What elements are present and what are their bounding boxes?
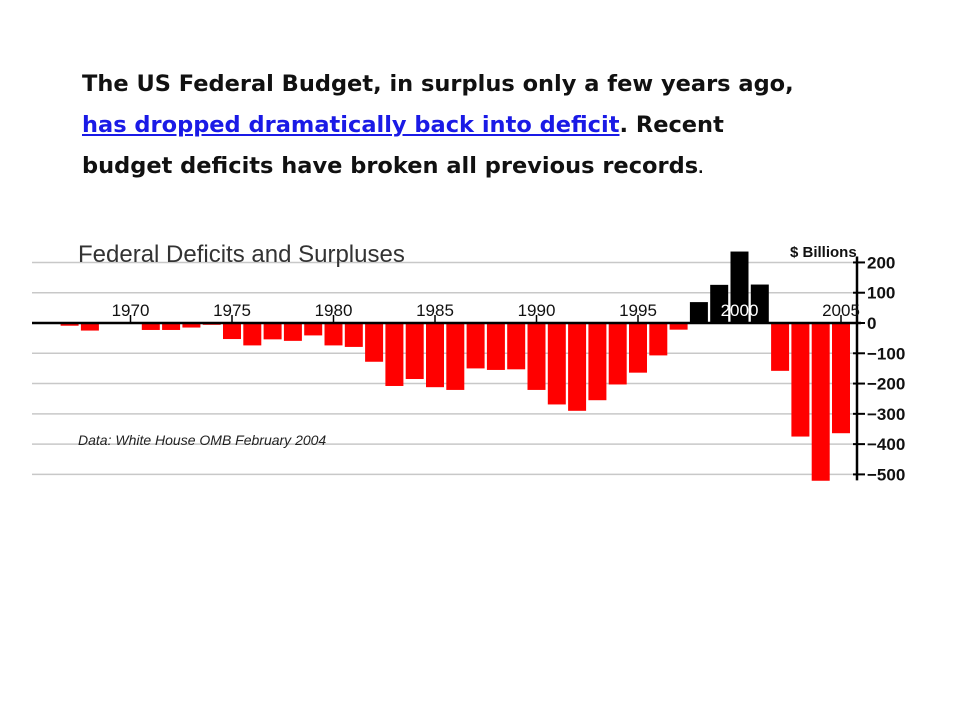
bar-1992: [568, 323, 587, 411]
bar-1968: [80, 323, 99, 331]
y-tick-label: −200: [867, 375, 905, 394]
x-tick-label-1980: 1980: [315, 301, 353, 320]
y-tick-label: 200: [867, 253, 895, 272]
x-tick-label-2005: 2005: [822, 301, 860, 320]
bar-1967: [60, 323, 79, 326]
bar-1995: [629, 323, 647, 373]
x-tick-label-1970: 1970: [112, 301, 150, 320]
bar-1973: [182, 323, 201, 328]
y-tick-label: −300: [867, 405, 905, 424]
y-tick-label: −100: [867, 344, 905, 363]
bar-1985: [426, 323, 444, 388]
bar-1979: [304, 323, 323, 336]
bar-1975: [223, 323, 241, 340]
y-tick-label: 100: [867, 284, 895, 303]
bar-1996: [649, 323, 668, 356]
headline-line-3: budget deficits have broken all previous…: [82, 153, 699, 179]
bar-1993: [588, 323, 607, 401]
bars: [60, 251, 850, 481]
unit-label: $ Billions: [790, 244, 857, 261]
x-tick-label-2000: 2000: [721, 301, 759, 320]
bar-1971: [141, 323, 160, 330]
bar-1990: [527, 323, 546, 390]
y-tick-label: −500: [867, 465, 905, 484]
bar-1998: [689, 302, 708, 323]
deficit-link[interactable]: has dropped dramatically back into defic…: [82, 112, 620, 138]
bar-1988: [486, 323, 505, 370]
bar-1978: [283, 323, 302, 341]
bar-1972: [162, 323, 181, 330]
y-tick-label: −400: [867, 435, 905, 454]
bar-2002: [771, 323, 790, 371]
bar-1983: [385, 323, 404, 386]
headline-after-link: . Recent: [619, 112, 724, 138]
chart-title: Federal Deficits and Surpluses: [78, 241, 405, 268]
grid-lines: [32, 261, 857, 476]
headline-line-1: The US Federal Budget, in surplus only a…: [82, 71, 794, 97]
x-tick-label-1995: 1995: [619, 301, 657, 320]
bar-2003: [791, 323, 810, 437]
bar-1987: [466, 323, 485, 369]
bar-1989: [507, 323, 526, 370]
x-tick-label-1990: 1990: [518, 301, 556, 320]
bar-1997: [669, 323, 688, 330]
x-tick-label-1985: 1985: [416, 301, 454, 320]
headline-period: .: [698, 161, 704, 177]
bar-1991: [547, 323, 566, 405]
bar-1980: [324, 323, 343, 346]
bar-1986: [446, 323, 465, 390]
bar-1976: [243, 323, 262, 346]
bar-1984: [405, 323, 424, 380]
bar-1981: [344, 323, 363, 347]
bar-2000: [730, 251, 749, 323]
axes: [32, 256, 865, 481]
bar-2001: [750, 284, 769, 323]
headline: The US Federal Budget, in surplus only a…: [82, 64, 862, 190]
bar-1982: [365, 323, 384, 362]
bar-1999: [710, 284, 729, 323]
source-note: Data: White House OMB February 2004: [78, 432, 326, 448]
bar-1977: [263, 323, 282, 340]
labels: 200 100 0 −100 −200 −300 −400 −500 1970 1975 1980 1…: [112, 253, 906, 484]
bar-1994: [608, 323, 627, 385]
bar-2005: [832, 323, 850, 434]
x-tick-label-1975: 1975: [213, 301, 251, 320]
y-tick-label: 0: [867, 314, 876, 333]
bar-2004: [811, 323, 830, 481]
